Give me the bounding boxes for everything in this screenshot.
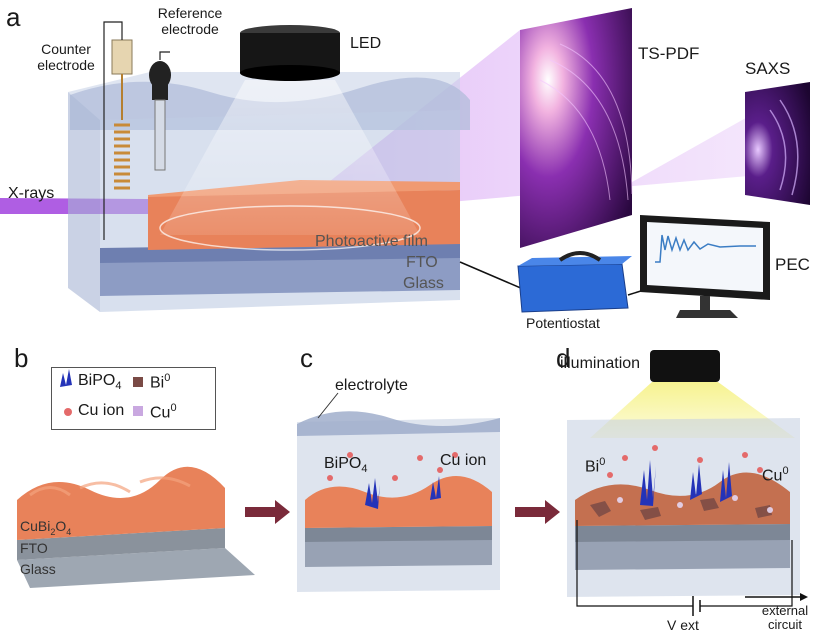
ts-pdf-label: TS-PDF <box>638 44 700 63</box>
led-bottom <box>240 65 340 81</box>
legend-cu-ion-label: Cu ion <box>78 402 125 419</box>
pec-label: PEC <box>775 255 810 274</box>
d-cu0-patches <box>617 495 773 513</box>
ts-pdf-detector <box>520 8 632 248</box>
legend-bi0-symbol <box>133 377 143 387</box>
d-current-arrow-head <box>800 593 808 601</box>
pec-trace <box>655 234 756 263</box>
potentiostat-handle <box>558 251 602 262</box>
cell-tank-side <box>68 92 100 312</box>
legend-bipo4-symbol <box>60 369 72 387</box>
panel-label-d: d <box>556 343 571 373</box>
d-illumination-label: illumination <box>560 355 641 372</box>
c-electrolyte-leader <box>317 392 339 419</box>
panel-label-b: b <box>14 343 29 373</box>
b-film-label: CuBi2O4 <box>20 518 72 537</box>
d-external-circuit-wire <box>576 520 693 607</box>
legend-bipo4-label: BiPO4 <box>78 372 122 393</box>
d-vext-label: V ext <box>667 617 699 633</box>
legend-cu-ion-symbol <box>64 408 72 416</box>
counter-electrode-lead <box>103 21 123 240</box>
panel-label-a: a <box>6 2 21 32</box>
counter-electrode-coil <box>114 123 130 190</box>
potentiostat-box <box>517 263 629 313</box>
glass-label: Glass <box>403 275 444 292</box>
b-fto-label: FTO <box>20 540 48 556</box>
ts-pdf-rings <box>539 43 633 201</box>
panel-label-c: c <box>300 343 313 373</box>
xrays-label: X-rays <box>8 185 55 202</box>
b-fto-layer <box>17 528 225 560</box>
led-light-spot <box>159 205 421 251</box>
legend-cu0-label: Cu0 <box>150 402 177 422</box>
d-fto-layer <box>575 524 790 542</box>
monitor-stand <box>700 296 710 310</box>
d-cu0-label: Cu0 <box>762 465 789 485</box>
b-glass-label: Glass <box>20 561 56 577</box>
d-bi0-label: Bi0 <box>585 456 606 476</box>
monitor-base <box>676 310 738 318</box>
legend-bi0-label: Bi0 <box>150 372 171 392</box>
legend-cu0-symbol <box>133 406 143 416</box>
reference-electrode-label: Reference electrode <box>157 5 223 37</box>
b-film-layer <box>17 466 225 540</box>
potentiostat-label: Potentiostat <box>526 315 600 331</box>
d-glass-layer <box>575 538 790 570</box>
arrow-c-to-d <box>515 500 560 524</box>
arrow-b-to-c <box>245 500 290 524</box>
led-light-cone <box>160 80 420 235</box>
led-label: LED <box>350 35 382 52</box>
c-bipo4-label: BiPO4 <box>324 455 368 476</box>
illumination-lamp <box>650 350 720 382</box>
c-electrolyte-surface <box>297 411 500 436</box>
d-bi0-patches <box>590 498 772 520</box>
potentiostat-top <box>518 256 632 266</box>
c-glass-layer <box>305 538 492 567</box>
counter-electrode-cap <box>111 39 133 75</box>
d-cu-ions <box>607 445 763 478</box>
c-electrolyte-label: electrolyte <box>335 377 408 394</box>
d-external-circuit-label: external circuit <box>761 603 809 632</box>
d-bipo4-crystals <box>640 460 732 506</box>
saxs-rings <box>769 99 799 196</box>
d-film-layer <box>575 472 790 526</box>
reference-electrode-neck <box>152 82 168 100</box>
monitor-screen <box>647 222 763 292</box>
c-cu-ion-label: Cu ion <box>440 452 487 469</box>
glass-layer <box>100 256 460 296</box>
photoactive-film-label: Photoactive film <box>315 233 428 250</box>
b-film-texture <box>29 476 191 497</box>
fto-label: FTO <box>406 254 438 271</box>
legend-box <box>51 367 216 430</box>
d-external-circuit-return <box>700 540 793 607</box>
reference-electrode-tube <box>154 99 166 171</box>
reference-electrode-lead <box>159 51 170 60</box>
c-bipo4-crystals <box>365 476 441 509</box>
saxs-label: SAXS <box>745 59 791 78</box>
b-glass-layer <box>17 548 255 588</box>
c-film-layer <box>305 476 492 528</box>
c-fto-layer <box>305 526 492 542</box>
saxs-detector <box>745 82 810 205</box>
counter-electrode-label: Counter electrode <box>37 41 95 73</box>
c-cu-ions <box>327 452 458 481</box>
